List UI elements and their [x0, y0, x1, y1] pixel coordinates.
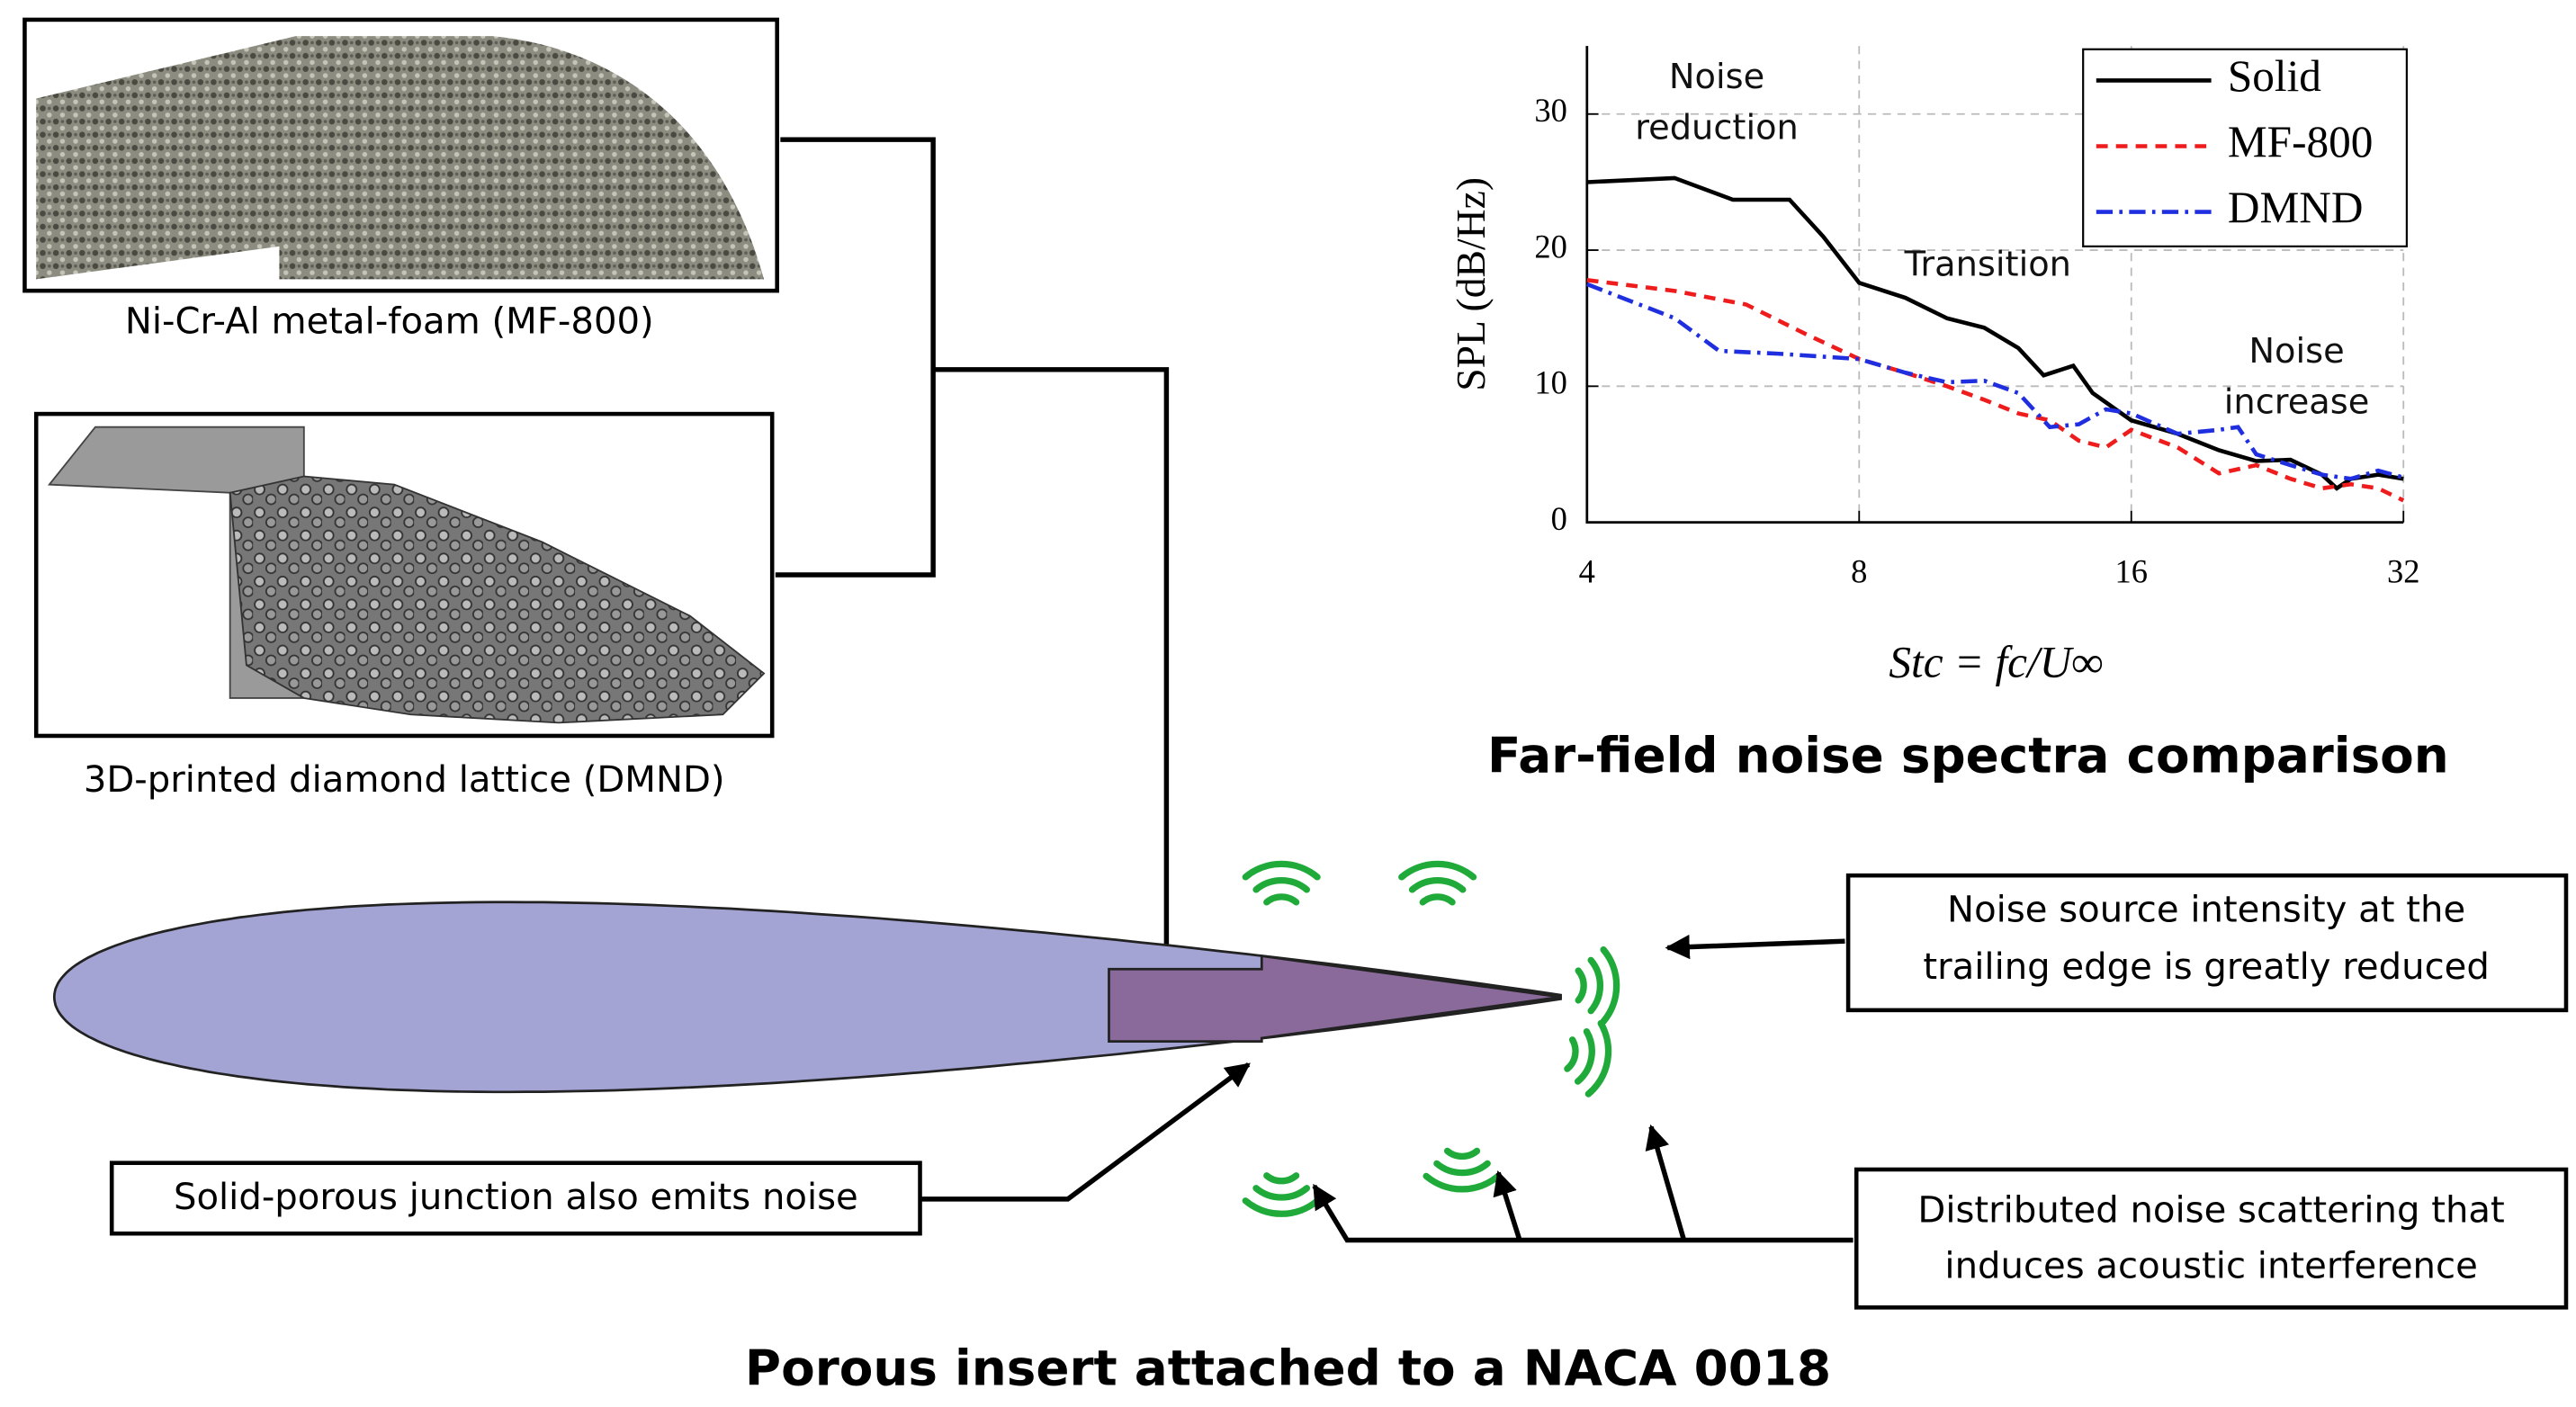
- figure-title: Porous insert attached to a NACA 0018: [745, 1340, 1831, 1397]
- callout-text: Noise source intensity at the: [1947, 889, 2465, 930]
- wave-arc: [1256, 1188, 1306, 1197]
- callout-text: Solid-porous junction also emits noise: [174, 1177, 858, 1218]
- wave-arc: [1402, 864, 1474, 877]
- x-axis-label: Stc = fc/U∞: [1889, 638, 2103, 687]
- wave-arc: [1603, 950, 1617, 1022]
- panel-caption: Ni-Cr-Al metal-foam (MF-800): [125, 301, 654, 343]
- connector-arrow: [933, 370, 1166, 999]
- annotation: Noise: [1669, 57, 1764, 97]
- y-tick-label: 30: [1534, 92, 1566, 129]
- legend-label: DMND: [2228, 183, 2364, 232]
- acoustic-waves: [1245, 864, 1616, 1214]
- wave-arc: [1412, 881, 1462, 890]
- wave-arc: [1426, 1176, 1498, 1189]
- callout-text: Distributed noise scattering that: [1917, 1189, 2504, 1231]
- legend-label: Solid: [2228, 51, 2321, 101]
- callout-text: trailing edge is greatly reduced: [1923, 946, 2489, 988]
- legend-label: MF-800: [2228, 117, 2374, 166]
- figure: Ni-Cr-Al metal-foam (MF-800) 3D-printed …: [0, 0, 2576, 1407]
- callout-text: induces acoustic interference: [1944, 1246, 2477, 1287]
- y-tick-label: 10: [1534, 364, 1566, 401]
- porous-insert: [1108, 956, 1560, 1042]
- wave-arc: [1267, 897, 1297, 902]
- callout-arrow: [1315, 1186, 1853, 1240]
- x-tick-label: 32: [2387, 552, 2420, 589]
- callout-arrow: [1651, 1127, 1684, 1241]
- callout-arrow: [920, 1064, 1249, 1199]
- wave-arc: [1578, 1032, 1593, 1081]
- wave-arc: [1256, 881, 1306, 890]
- wave-arc: [1437, 1163, 1487, 1172]
- wave-arc: [1267, 1176, 1297, 1181]
- annotation: Noise: [2248, 331, 2344, 372]
- x-tick-label: 8: [1851, 552, 1867, 589]
- y-tick-label: 0: [1551, 500, 1567, 537]
- wave-arc: [1245, 1201, 1317, 1214]
- y-tick-label: 20: [1534, 228, 1566, 264]
- y-axis-label: SPL (dB/Hz): [1448, 177, 1494, 391]
- annotation: increase: [2224, 382, 2370, 423]
- annotation: Transition: [1904, 244, 2071, 284]
- wave-arc: [1245, 864, 1317, 877]
- wave-arc: [1567, 1040, 1575, 1069]
- wave-arc: [1578, 971, 1584, 1000]
- callout-arrow: [1498, 1173, 1520, 1241]
- wave-arc: [1448, 1151, 1477, 1156]
- panel-caption: 3D-printed diamond lattice (DMND): [84, 759, 725, 801]
- wave-arc: [1423, 897, 1452, 902]
- x-tick-label: 4: [1579, 552, 1595, 589]
- x-tick-label: 16: [2115, 552, 2149, 589]
- wave-arc: [1591, 960, 1600, 1010]
- chart-title: Far-field noise spectra comparison: [1487, 727, 2449, 784]
- annotation: reduction: [1635, 108, 1799, 148]
- chart: 0 10 20 30 4 8 16 32 Noise reduction Transition Noi…: [1534, 46, 2419, 589]
- callout-arrow: [1667, 941, 1844, 947]
- connector: [776, 139, 933, 575]
